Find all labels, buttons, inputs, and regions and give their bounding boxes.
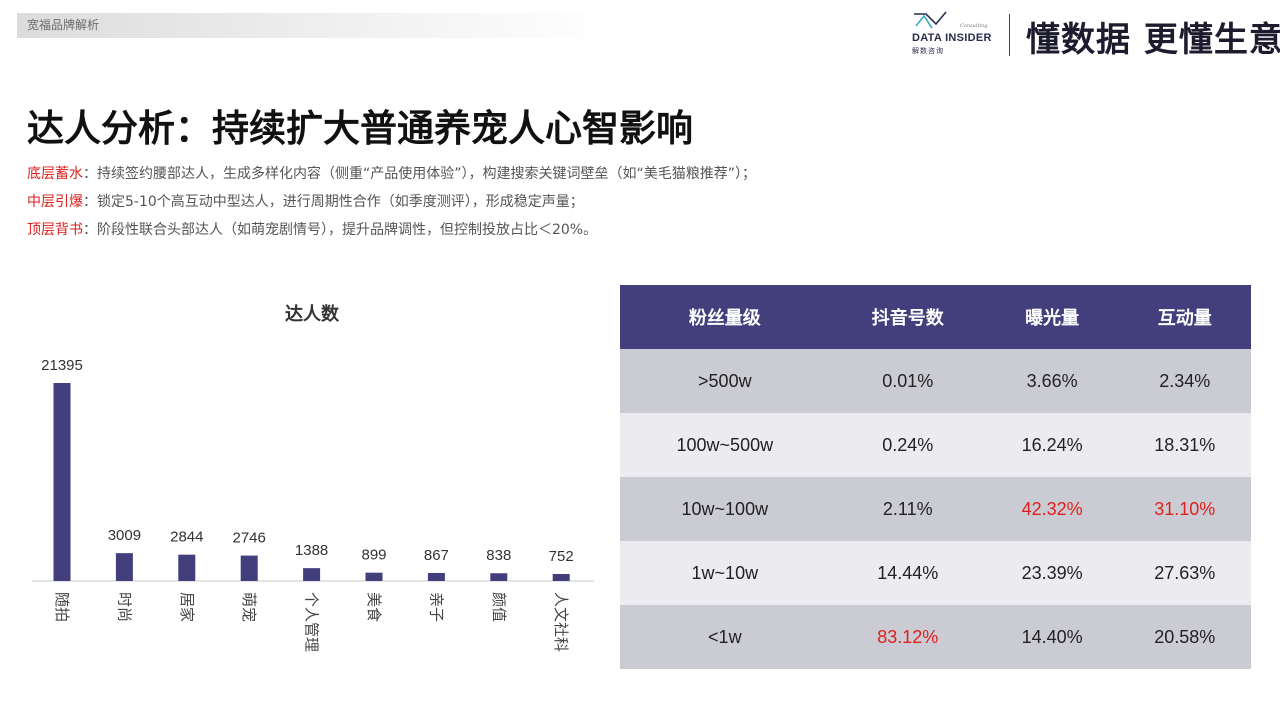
- strategy-item-middle: 中层引爆：锁定5-10个高互动中型达人，进行周期性合作（如季度测评），形成稳定声…: [27, 188, 756, 216]
- bar-data-label: 867: [424, 547, 449, 564]
- bar: [490, 573, 508, 581]
- bar-data-label: 838: [486, 547, 511, 564]
- bar-data-label: 2844: [170, 529, 203, 546]
- follower-tier-table: 粉丝量级 抖音号数 曝光量 互动量 >500w 0.01% 3.66% 2.34…: [620, 285, 1251, 669]
- table-cell: 27.63%: [1118, 541, 1251, 605]
- bar: [303, 568, 321, 581]
- table-cell: 14.40%: [985, 605, 1119, 669]
- influencer-count-bar-chart: 21395 随拍 3009 时尚 2844 居家 2746 萌宠 1388 个人管理 899 美食 86…: [32, 357, 594, 652]
- brand-consulting: Consulting: [960, 23, 988, 29]
- bar: [178, 554, 196, 581]
- table-cell: 83.12%: [829, 605, 986, 669]
- strategy-text: ：持续签约腰部达人，生成多样化内容（侧重“产品使用体验”），构建搜索关键词壁垒（…: [83, 166, 757, 182]
- table-cell: 18.31%: [1118, 413, 1251, 477]
- column-header: 抖音号数: [829, 285, 986, 349]
- table-cell: 0.01%: [829, 349, 986, 413]
- brand-logo: Consulting DATA INSIDER 解数咨询 懂数据 更懂生意: [912, 10, 1280, 60]
- bar: [115, 553, 133, 581]
- brand-divider: [1009, 14, 1010, 56]
- table-header-row: 粉丝量级 抖音号数 曝光量 互动量: [620, 285, 1251, 349]
- strategy-item-bottom: 底层蓄水：持续签约腰部达人，生成多样化内容（侧重“产品使用体验”），构建搜索关键…: [27, 160, 756, 188]
- category-tick-label: 美食: [365, 592, 383, 622]
- category-tick-label: 萌宠: [240, 592, 258, 622]
- strategy-item-top: 顶层背书：阶段性联合头部达人（如萌宠剧情号），提升品牌调性，但控制投放占比＜20…: [27, 216, 756, 244]
- strategy-key: 顶层背书: [27, 222, 83, 238]
- category-tick-label: 个人管理: [303, 592, 321, 652]
- table-cell: 31.10%: [1118, 477, 1251, 541]
- table-cell: 0.24%: [829, 413, 986, 477]
- table-cell: 23.39%: [985, 541, 1119, 605]
- bar: [427, 572, 445, 581]
- bar-data-label: 2746: [233, 530, 266, 547]
- table-row: >500w 0.01% 3.66% 2.34%: [620, 349, 1251, 413]
- table-cell: <1w: [620, 605, 830, 669]
- bar: [365, 572, 383, 581]
- bar: [53, 383, 71, 581]
- column-header: 互动量: [1118, 285, 1251, 349]
- page-title: 达人分析：持续扩大普通养宠人心智影响: [27, 107, 693, 150]
- brand-subtitle: 解数咨询: [912, 47, 944, 55]
- section-tag: 宽福品牌解析: [17, 13, 607, 38]
- brand-slogan: 懂数据 更懂生意: [1026, 20, 1280, 60]
- bar-data-label: 752: [549, 548, 574, 565]
- table-cell: 2.11%: [829, 477, 986, 541]
- table-cell: 20.58%: [1118, 605, 1251, 669]
- bar-data-label: 21395: [41, 357, 83, 374]
- column-header: 曝光量: [985, 285, 1119, 349]
- table-cell: 10w~100w: [620, 477, 830, 541]
- strategy-text: ：锁定5-10个高互动中型达人，进行周期性合作（如季度测评），形成稳定声量；: [83, 194, 584, 210]
- bar-data-label: 3009: [108, 527, 141, 544]
- category-tick-label: 颜值: [490, 592, 508, 622]
- table-cell: 14.44%: [829, 541, 986, 605]
- table-cell: 1w~10w: [620, 541, 830, 605]
- bar: [552, 574, 570, 581]
- category-tick-label: 亲子: [427, 592, 445, 622]
- bar: [240, 555, 258, 581]
- strategy-list: 底层蓄水：持续签约腰部达人，生成多样化内容（侧重“产品使用体验”），构建搜索关键…: [27, 160, 756, 244]
- brand-name: DATA INSIDER: [912, 32, 992, 44]
- category-tick-label: 随拍: [53, 592, 71, 622]
- column-header: 粉丝量级: [620, 285, 830, 349]
- table-row: <1w 83.12% 14.40% 20.58%: [620, 605, 1251, 669]
- table-cell: 3.66%: [985, 349, 1119, 413]
- strategy-text: ：阶段性联合头部达人（如萌宠剧情号），提升品牌调性，但控制投放占比＜20%。: [83, 222, 598, 238]
- chart-title: 达人数: [285, 304, 339, 325]
- table-cell: 2.34%: [1118, 349, 1251, 413]
- table-row: 100w~500w 0.24% 16.24% 18.31%: [620, 413, 1251, 477]
- strategy-key: 中层引爆: [27, 194, 83, 210]
- table-row: 1w~10w 14.44% 23.39% 27.63%: [620, 541, 1251, 605]
- table-cell: 16.24%: [985, 413, 1119, 477]
- table-cell: 42.32%: [985, 477, 1119, 541]
- bar-data-label: 1388: [295, 542, 328, 559]
- category-tick-label: 人文社科: [552, 592, 570, 652]
- data-insider-logo-icon: [914, 11, 947, 29]
- table-cell: 100w~500w: [620, 413, 830, 477]
- category-tick-label: 居家: [178, 592, 196, 622]
- bar-data-label: 899: [361, 547, 386, 564]
- category-tick-label: 时尚: [115, 592, 133, 622]
- strategy-key: 底层蓄水: [27, 166, 83, 182]
- table-row: 10w~100w 2.11% 42.32% 31.10%: [620, 477, 1251, 541]
- table-cell: >500w: [620, 349, 830, 413]
